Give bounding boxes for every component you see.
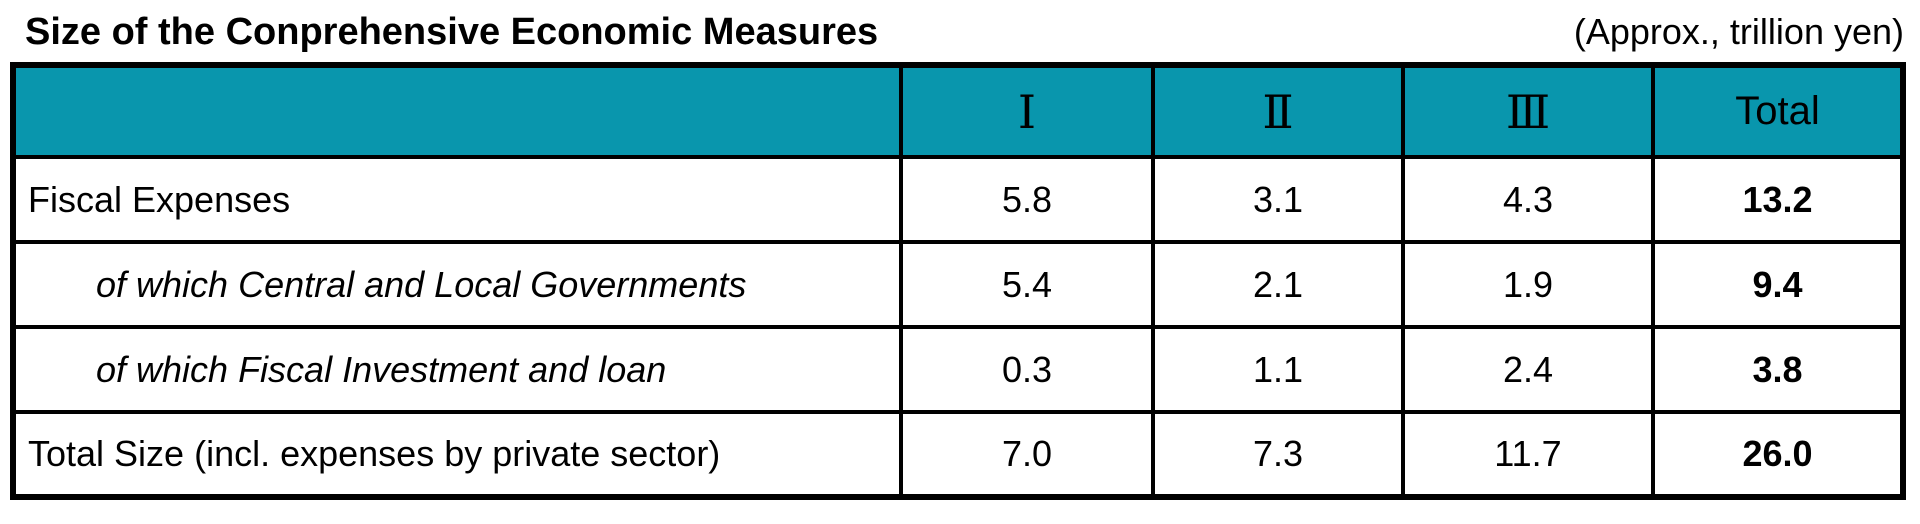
table-row-fiscal-investment-loan: of which Fiscal Investment and loan 0.3 … <box>11 325 1905 414</box>
corner-header-cell <box>11 63 903 159</box>
table-cell-total: 9.4 <box>1651 240 1905 329</box>
table-row-total-size: Total Size (incl. expenses by private se… <box>11 410 1905 499</box>
table-cell: 2.4 <box>1401 325 1655 414</box>
table-cell: 1.9 <box>1401 240 1655 329</box>
row-label: Total Size (incl. expenses by private se… <box>11 410 903 499</box>
table-cell-total: 3.8 <box>1651 325 1905 414</box>
table-row-fiscal-expenses: Fiscal Expenses 5.8 3.1 4.3 13.2 <box>11 155 1905 244</box>
table-row-central-local-governments: of which Central and Local Governments 5… <box>11 240 1905 329</box>
table-cell-total: 13.2 <box>1651 155 1905 244</box>
economic-measures-table: Ⅰ Ⅱ Ⅲ Total Fiscal Expenses 5.8 3.1 4.3 … <box>10 62 1906 500</box>
table-cell: 1.1 <box>1151 325 1405 414</box>
table-cell: 4.3 <box>1401 155 1655 244</box>
table-cell: 7.0 <box>899 410 1155 499</box>
row-label: of which Fiscal Investment and loan <box>11 325 903 414</box>
column-header-phase-3: Ⅲ <box>1401 63 1655 159</box>
table-header-row: Ⅰ Ⅱ Ⅲ Total <box>11 63 1905 159</box>
table-cell: 0.3 <box>899 325 1155 414</box>
unit-note: (Approx., trillion yen) <box>1573 11 1904 52</box>
table-cell-total: 26.0 <box>1651 410 1905 499</box>
table-cell: 2.1 <box>1151 240 1405 329</box>
table-cell: 11.7 <box>1401 410 1655 499</box>
title-bar: Size of the Conprehensive Economic Measu… <box>0 0 1920 58</box>
column-header-phase-1: Ⅰ <box>899 63 1155 159</box>
column-header-total: Total <box>1651 63 1905 159</box>
table-cell: 3.1 <box>1151 155 1405 244</box>
table-cell: 7.3 <box>1151 410 1405 499</box>
row-label: Fiscal Expenses <box>11 155 903 244</box>
table-cell: 5.4 <box>899 240 1155 329</box>
row-label: of which Central and Local Governments <box>11 240 903 329</box>
column-header-phase-2: Ⅱ <box>1151 63 1405 159</box>
page-title: Size of the Conprehensive Economic Measu… <box>25 11 879 53</box>
table-cell: 5.8 <box>899 155 1155 244</box>
